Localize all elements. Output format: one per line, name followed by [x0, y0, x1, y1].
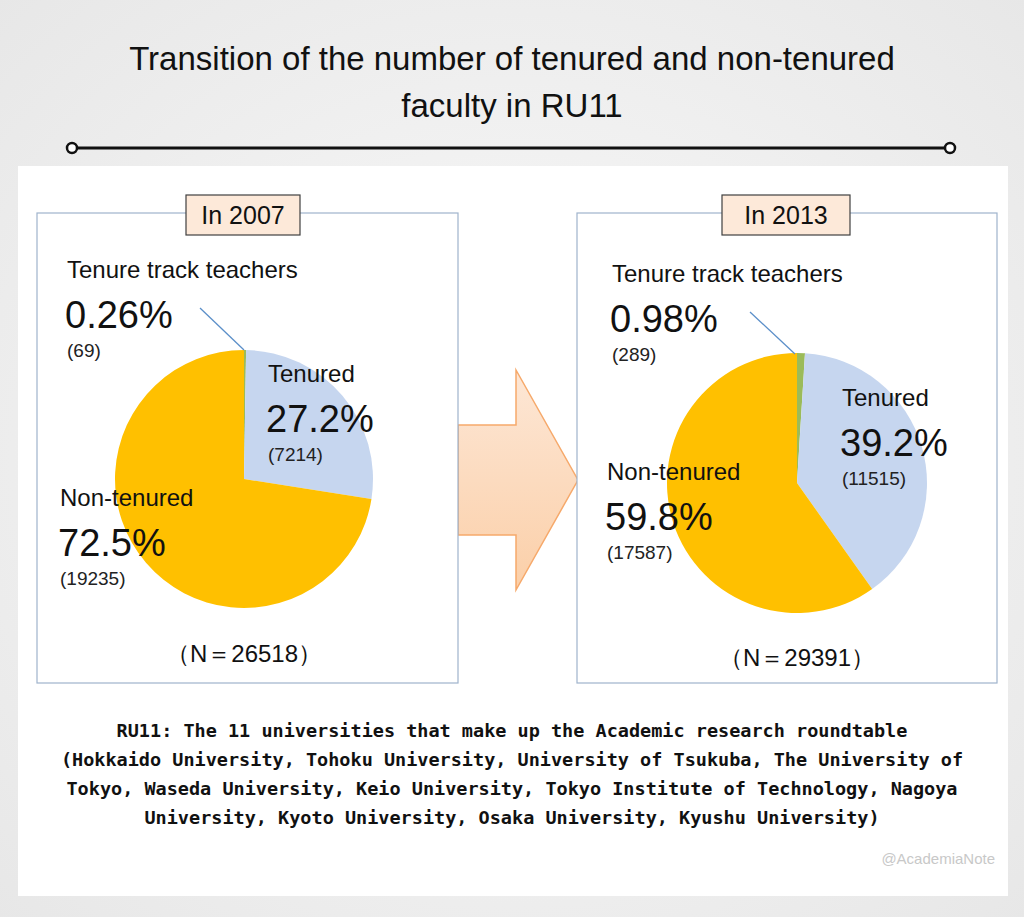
note: University, Kyoto University, Osaka Univ…	[144, 807, 879, 828]
canvas: Transition of the number of tenured and …	[0, 0, 1024, 917]
count-label: (11515)	[842, 468, 906, 489]
count-label: (19235)	[60, 568, 126, 589]
count-label: (289)	[612, 344, 656, 365]
chart-title: In 2007	[201, 201, 284, 229]
chart-title: In 2013	[744, 201, 827, 229]
note: Tokyo, Waseda University, Keio Universit…	[66, 778, 957, 799]
data-label: 0.26%	[65, 294, 173, 336]
leader-line	[750, 312, 795, 354]
note: (Hokkaido University, Tohoku University,…	[61, 749, 963, 770]
data-label: 39.2%	[840, 422, 948, 464]
chart-frame	[37, 213, 458, 683]
divider-end	[945, 143, 955, 153]
divider	[72, 147, 950, 150]
count-label: (7214)	[268, 444, 323, 465]
n-label: （N＝29391）	[719, 644, 875, 671]
chart-root: Transition of the number of tenured and …	[0, 0, 1024, 917]
slice-label: Tenured	[842, 384, 929, 411]
data-label: 0.98%	[610, 298, 718, 340]
data-label: 27.2%	[266, 398, 374, 440]
background	[0, 0, 1024, 917]
divider-end	[67, 143, 77, 153]
watermark: @AcademiaNote	[881, 850, 995, 867]
chart-frame	[577, 213, 997, 683]
data-label: 72.5%	[58, 522, 166, 564]
chart: In 2013 Tenure track teachers 0.98% (289) Te…	[577, 195, 997, 683]
data-label: 59.8%	[605, 496, 713, 538]
slices	[115, 350, 373, 608]
arrow	[458, 370, 578, 590]
title: Transition of the number of tenured and …	[129, 40, 895, 77]
slice-label: Non-tenured	[607, 458, 740, 485]
note: RU11: The 11 universities that make up t…	[117, 720, 908, 741]
slice-label: Non-tenured	[60, 484, 193, 511]
slice-label: Tenured	[268, 360, 355, 387]
n-label: （N＝26518）	[166, 640, 322, 667]
slice	[244, 350, 373, 499]
slice-label: Tenure track teachers	[612, 260, 843, 287]
count-label: (69)	[67, 340, 101, 361]
chart: In 2007 Tenure track teachers 0.26% (69) Ten…	[37, 195, 458, 683]
count-label: (17587)	[607, 542, 673, 563]
slice	[115, 350, 371, 608]
title-box	[722, 195, 850, 235]
title-box	[186, 195, 300, 235]
title: faculty in RU11	[401, 87, 622, 124]
leader-line	[200, 308, 244, 350]
content-panel	[18, 166, 1008, 896]
slice-label: Tenure track teachers	[67, 256, 298, 283]
